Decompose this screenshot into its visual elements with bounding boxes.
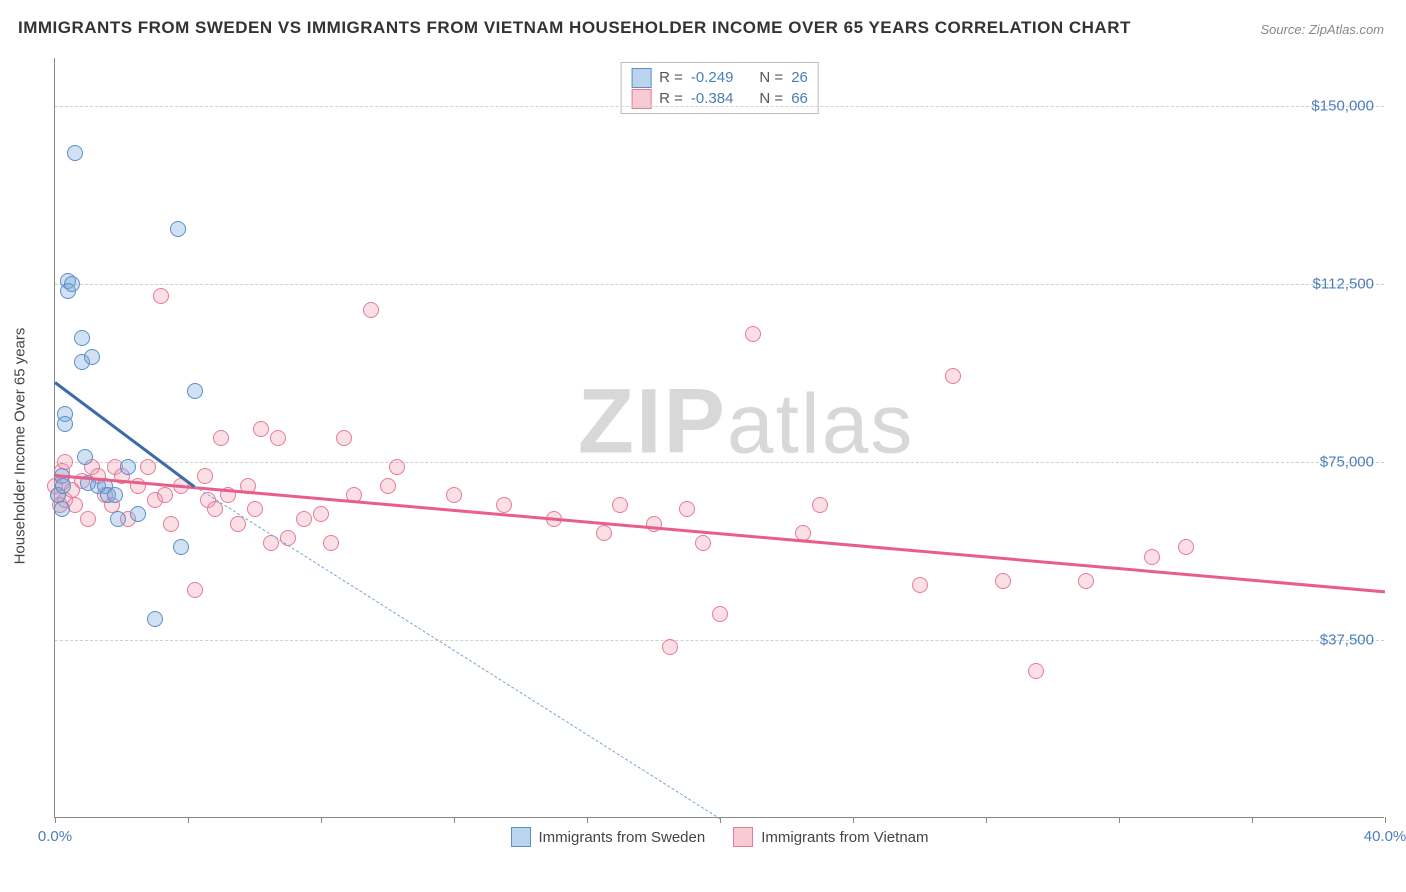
legend-label-sweden: Immigrants from Sweden xyxy=(538,829,705,846)
data-point-vietnam xyxy=(153,288,169,304)
y-tick-label: $37,500 xyxy=(1320,631,1374,648)
data-point-sweden xyxy=(173,539,189,555)
data-point-vietnam xyxy=(1028,663,1044,679)
x-tick xyxy=(853,817,854,823)
x-tick-label: 40.0% xyxy=(1364,828,1406,845)
chart-title: IMMIGRANTS FROM SWEDEN VS IMMIGRANTS FRO… xyxy=(18,18,1131,38)
data-point-vietnam xyxy=(296,511,312,527)
swatch-vietnam-icon xyxy=(733,827,753,847)
y-tick-label: $75,000 xyxy=(1320,453,1374,470)
data-point-vietnam xyxy=(336,430,352,446)
data-point-sweden xyxy=(74,330,90,346)
trend-line-vietnam xyxy=(55,474,1385,593)
data-point-vietnam xyxy=(662,639,678,655)
data-point-vietnam xyxy=(712,606,728,622)
y-axis-label: Householder Income Over 65 years xyxy=(12,328,29,565)
data-point-vietnam xyxy=(995,573,1011,589)
gridline xyxy=(55,284,1384,285)
data-point-vietnam xyxy=(197,468,213,484)
data-point-vietnam xyxy=(1144,549,1160,565)
x-tick-label: 0.0% xyxy=(38,828,72,845)
chart-source: Source: ZipAtlas.com xyxy=(1260,22,1384,37)
data-point-vietnam xyxy=(745,326,761,342)
x-tick xyxy=(587,817,588,823)
gridline xyxy=(55,462,1384,463)
data-point-sweden xyxy=(120,459,136,475)
data-point-vietnam xyxy=(679,501,695,517)
legend-label-vietnam: Immigrants from Vietnam xyxy=(761,829,928,846)
data-point-sweden xyxy=(110,511,126,527)
data-point-vietnam xyxy=(496,497,512,513)
data-point-vietnam xyxy=(695,535,711,551)
data-point-vietnam xyxy=(157,487,173,503)
data-point-sweden xyxy=(107,487,123,503)
data-point-sweden xyxy=(84,349,100,365)
data-point-vietnam xyxy=(363,302,379,318)
x-tick xyxy=(321,817,322,823)
data-point-sweden xyxy=(55,478,71,494)
data-point-vietnam xyxy=(945,368,961,384)
x-tick xyxy=(55,817,56,823)
data-point-vietnam xyxy=(140,459,156,475)
x-tick xyxy=(986,817,987,823)
scatter-plot-area: ZIPatlas R = -0.249 N = 26 R = -0.384 N … xyxy=(54,58,1384,818)
data-point-vietnam xyxy=(187,582,203,598)
data-point-vietnam xyxy=(280,530,296,546)
y-tick-label: $112,500 xyxy=(1313,275,1374,292)
swatch-sweden-icon xyxy=(510,827,530,847)
data-point-vietnam xyxy=(446,487,462,503)
trend-line-sweden-extrapolated xyxy=(194,486,720,819)
data-point-sweden xyxy=(147,611,163,627)
n-label: N = xyxy=(759,67,783,88)
stats-row-sweden: R = -0.249 N = 26 xyxy=(631,67,808,88)
r-value-sweden: -0.249 xyxy=(691,67,734,88)
data-point-vietnam xyxy=(253,421,269,437)
data-point-vietnam xyxy=(313,506,329,522)
legend-item-vietnam: Immigrants from Vietnam xyxy=(733,827,928,847)
y-tick-label: $150,000 xyxy=(1311,97,1374,114)
r-label: R = xyxy=(659,67,683,88)
x-tick xyxy=(1385,817,1386,823)
legend-item-sweden: Immigrants from Sweden xyxy=(510,827,705,847)
data-point-vietnam xyxy=(80,511,96,527)
data-point-vietnam xyxy=(247,501,263,517)
x-tick xyxy=(1119,817,1120,823)
watermark: ZIPatlas xyxy=(578,370,915,475)
data-point-vietnam xyxy=(612,497,628,513)
data-point-vietnam xyxy=(596,525,612,541)
n-value-sweden: 26 xyxy=(791,67,808,88)
data-point-sweden xyxy=(187,383,203,399)
data-point-sweden xyxy=(64,276,80,292)
swatch-sweden-icon xyxy=(631,68,651,88)
data-point-vietnam xyxy=(1178,539,1194,555)
gridline xyxy=(55,640,1384,641)
data-point-sweden xyxy=(57,416,73,432)
data-point-vietnam xyxy=(1078,573,1094,589)
data-point-sweden xyxy=(77,449,93,465)
data-point-vietnam xyxy=(213,430,229,446)
data-point-sweden xyxy=(170,221,186,237)
data-point-vietnam xyxy=(912,577,928,593)
x-tick xyxy=(188,817,189,823)
data-point-vietnam xyxy=(163,516,179,532)
data-point-vietnam xyxy=(812,497,828,513)
data-point-vietnam xyxy=(389,459,405,475)
data-point-vietnam xyxy=(380,478,396,494)
x-tick xyxy=(1252,817,1253,823)
data-point-sweden xyxy=(54,501,70,517)
x-tick xyxy=(454,817,455,823)
data-point-vietnam xyxy=(323,535,339,551)
data-point-sweden xyxy=(130,506,146,522)
series-legend: Immigrants from Sweden Immigrants from V… xyxy=(510,827,928,847)
gridline xyxy=(55,106,1384,107)
data-point-vietnam xyxy=(270,430,286,446)
data-point-sweden xyxy=(67,145,83,161)
